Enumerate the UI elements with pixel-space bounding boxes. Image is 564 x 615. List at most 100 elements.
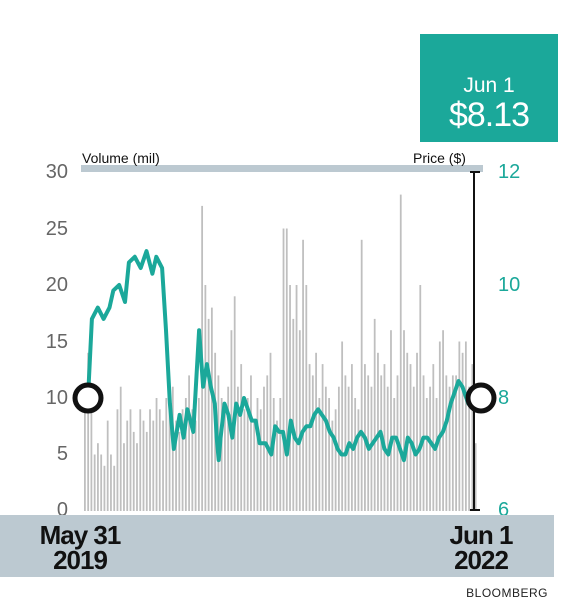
- volume-bar: [210, 307, 213, 511]
- volume-bar: [360, 239, 363, 512]
- volume-tick-15: 15: [45, 331, 68, 353]
- volume-bar: [93, 454, 96, 511]
- volume-tick-25: 25: [45, 218, 68, 240]
- volume-bar: [416, 352, 418, 511]
- start-date-day: May 31: [39, 520, 122, 550]
- volume-tick-30: 30: [45, 161, 68, 183]
- volume-bar: [321, 364, 324, 511]
- volume-bar: [419, 285, 422, 511]
- volume-bar: [370, 386, 373, 511]
- volume-bar: [253, 420, 256, 511]
- volume-bar: [162, 420, 164, 511]
- volume-bar: [464, 341, 467, 511]
- volume-bar: [458, 341, 461, 511]
- end-point-marker: [465, 382, 497, 414]
- volume-bar: [377, 352, 379, 511]
- volume-bar: [429, 386, 431, 511]
- volume-bar: [425, 398, 428, 511]
- volume-bar: [90, 409, 93, 511]
- start-point-marker: [72, 382, 104, 414]
- end-date-label: Jun 1 2022: [436, 522, 526, 573]
- volume-bar: [406, 352, 409, 511]
- volume-bar: [123, 443, 125, 511]
- volume-bar: [237, 386, 239, 511]
- volume-bar: [204, 285, 207, 511]
- volume-bar: [399, 194, 402, 511]
- volume-bar: [442, 330, 444, 511]
- volume-bar: [474, 443, 477, 511]
- volume-bar: [240, 364, 243, 511]
- volume-tick-5: 5: [56, 443, 68, 465]
- volume-bar: [155, 398, 158, 511]
- volume-bar: [149, 409, 151, 511]
- start-date-label: May 31 2019: [32, 520, 128, 575]
- volume-bar: [302, 239, 304, 512]
- volume-bar: [100, 454, 103, 511]
- volume-bar: [165, 398, 168, 511]
- callout-date: Jun 1: [463, 74, 515, 97]
- volume-bar: [468, 386, 471, 511]
- volume-bar: [113, 465, 116, 511]
- volume-tick-20: 20: [45, 274, 68, 296]
- volume-bar: [116, 409, 119, 511]
- volume-bar: [259, 409, 262, 511]
- price-line: [86, 249, 480, 463]
- volume-bar: [175, 420, 177, 511]
- volume-bar: [383, 364, 386, 511]
- date-axis-band: [0, 515, 554, 577]
- volume-bar: [445, 375, 448, 511]
- volume-bar: [341, 341, 344, 511]
- start-date-year: 2019: [53, 545, 108, 575]
- volume-bar: [448, 386, 451, 511]
- volume-bar: [432, 364, 435, 511]
- volume-bar: [243, 409, 246, 511]
- volume-bar: [272, 398, 275, 511]
- volume-bar: [230, 330, 233, 511]
- volume-bar: [103, 465, 106, 511]
- volume-bar: [282, 228, 285, 511]
- volume-bar: [308, 364, 311, 511]
- volume-bar: [263, 386, 265, 511]
- volume-bar: [295, 285, 298, 511]
- volume-bar: [142, 420, 145, 511]
- volume-bar: [181, 409, 184, 511]
- volume-bar: [438, 341, 441, 511]
- volume-bar: [455, 375, 457, 511]
- volume-bar: [311, 375, 314, 511]
- volume-bar: [194, 420, 197, 511]
- volume-bar: [246, 398, 249, 511]
- volume-bar: [139, 409, 142, 511]
- legend-band: [81, 165, 483, 172]
- volume-bar: [324, 386, 327, 511]
- volume-bar: [318, 398, 321, 511]
- volume-bar: [132, 431, 135, 511]
- volume-bar: [279, 398, 282, 511]
- volume-bar: [119, 386, 122, 511]
- volume-axis-title: Volume (mil): [82, 150, 160, 166]
- volume-bar: [315, 352, 317, 511]
- volume-bar: [256, 398, 259, 511]
- volume-bar: [224, 409, 226, 511]
- volume-bars: [84, 194, 477, 512]
- callout-price: $8.13: [448, 96, 530, 134]
- volume-bar: [207, 318, 210, 511]
- price-tick-12: 12: [498, 161, 521, 183]
- volume-bar: [334, 409, 337, 511]
- volume-bar: [152, 420, 155, 511]
- volume-bar: [298, 330, 301, 511]
- volume-bar: [87, 352, 90, 511]
- volume-bar: [250, 375, 252, 511]
- volume-bar: [197, 398, 200, 511]
- volume-bar: [188, 375, 190, 511]
- volume-tick-10: 10: [45, 387, 68, 409]
- volume-bar: [220, 398, 223, 511]
- volume-bar: [461, 352, 464, 511]
- volume-bar: [435, 398, 438, 511]
- volume-bar: [178, 431, 181, 511]
- volume-bar: [97, 443, 99, 511]
- volume-bar: [184, 398, 187, 511]
- volume-bar: [354, 398, 357, 511]
- volume-bar: [110, 454, 112, 511]
- volume-bar: [357, 409, 360, 511]
